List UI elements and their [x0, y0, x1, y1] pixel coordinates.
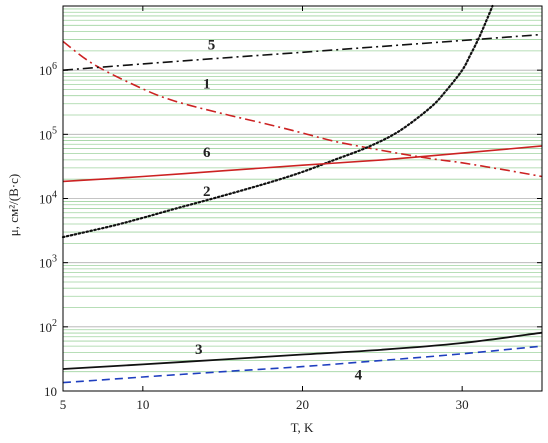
x-tick-label: 10 — [136, 397, 149, 412]
y-tick-label: 106 — [39, 61, 57, 78]
y-tick-label: 102 — [39, 318, 57, 335]
curve-label-2: 2 — [203, 184, 211, 200]
y-axis-label: μ, см²/(В·с) — [6, 174, 21, 236]
curve-label-5: 5 — [208, 37, 216, 53]
curve-label-3: 3 — [195, 342, 203, 358]
curve-label-4: 4 — [355, 368, 363, 384]
curve-4 — [62, 345, 543, 384]
curve-6 — [62, 145, 543, 183]
y-tick-label: 10 — [44, 384, 57, 399]
curve-label-1: 1 — [203, 76, 211, 92]
curve-1 — [62, 40, 543, 178]
curve-3 — [62, 331, 543, 370]
x-axis-label: T, K — [291, 420, 314, 435]
curve-5 — [62, 33, 543, 71]
y-tick-label: 104 — [39, 190, 57, 207]
x-tick-label: 20 — [296, 397, 309, 412]
x-tick-label: 30 — [456, 397, 469, 412]
curve-labels: 5 1 6 2 3 4 — [195, 37, 363, 383]
curve-label-6: 6 — [203, 145, 211, 161]
grid-lines — [63, 8, 542, 373]
curve-2 — [61, 4, 494, 239]
curves — [61, 4, 543, 384]
y-tick-label: 105 — [39, 125, 57, 142]
y-tick-label: 103 — [39, 254, 57, 271]
x-tick-label: 5 — [60, 397, 67, 412]
